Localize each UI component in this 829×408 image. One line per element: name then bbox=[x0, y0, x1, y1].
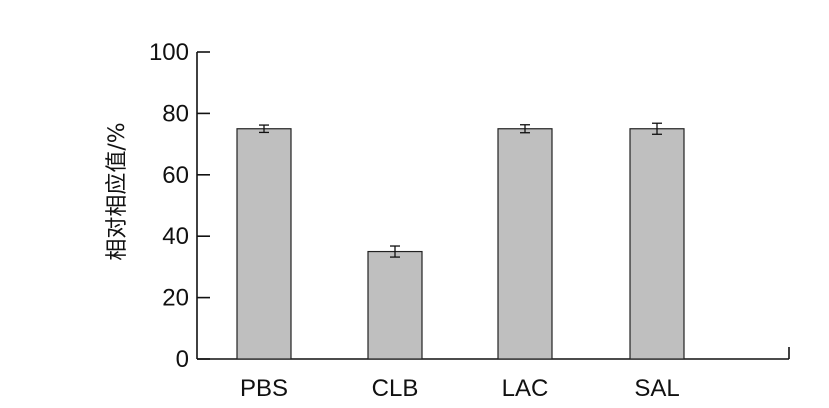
error-bar-pbs bbox=[259, 124, 269, 134]
bar-lac bbox=[497, 128, 553, 360]
error-bar-lac bbox=[520, 124, 530, 134]
category-label-sal: SAL bbox=[634, 375, 679, 402]
bar-clb bbox=[367, 250, 423, 360]
y-tick-label: 20 bbox=[162, 285, 189, 312]
y-tick-label: 100 bbox=[149, 39, 189, 66]
bars bbox=[236, 128, 685, 360]
y-tick-label: 40 bbox=[162, 223, 189, 250]
category-label-clb: CLB bbox=[372, 375, 419, 402]
bar-sal bbox=[629, 128, 685, 360]
error-bar-sal bbox=[652, 122, 662, 135]
y-tick-label: 80 bbox=[162, 100, 189, 127]
error-bar-clb bbox=[390, 245, 400, 258]
category-label-pbs: PBS bbox=[240, 375, 288, 402]
y-tick-labels: 0 20 40 60 80 100 bbox=[149, 39, 189, 373]
category-label-lac: LAC bbox=[502, 375, 549, 402]
x-axis bbox=[197, 347, 790, 360]
bar-pbs bbox=[236, 128, 292, 360]
y-tick-label: 0 bbox=[176, 346, 189, 373]
y-tick-label: 60 bbox=[162, 162, 189, 189]
category-labels: PBS CLB LAC SAL bbox=[240, 375, 680, 402]
y-axis bbox=[196, 51, 210, 360]
y-axis-label: 相对相应值/% bbox=[105, 122, 130, 260]
error-bars bbox=[259, 122, 662, 258]
